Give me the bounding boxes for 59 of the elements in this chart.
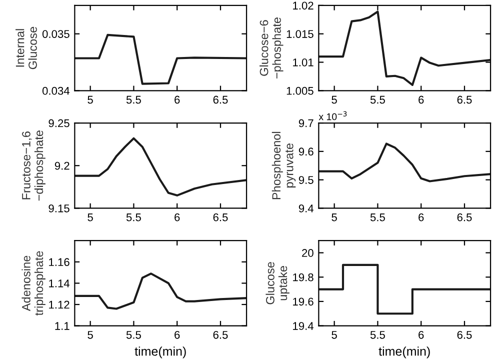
y-tick-label: 19.4 [293, 322, 314, 330]
x-tick-label: 5 [332, 213, 337, 222]
x-tick-label: 5.5 [126, 331, 141, 339]
x-tick-label: 5 [88, 213, 93, 222]
x-tick-label: 6.5 [457, 96, 472, 104]
y-tick-label: 19.6 [293, 298, 314, 306]
x-tick-label: 6 [418, 330, 424, 339]
y-tick-label: 1.12 [49, 300, 70, 309]
y-tick-label: 9.6 [298, 148, 314, 156]
y-tick-label: 1.1 [55, 322, 70, 330]
y-axis-title: Adenosine triphosphate [22, 251, 46, 316]
y-tick-label: 1.01 [293, 58, 314, 66]
x-tick-label: 6 [418, 96, 424, 104]
text: x 10$^{−3}$ [318, 111, 347, 120]
line-series [74, 137, 247, 196]
y-tick-label: 9.5 [298, 176, 314, 184]
x-tick-label: 6.5 [213, 96, 228, 104]
y-tick-label: 19.8 [293, 273, 314, 282]
y-tick-label: 1.005 [286, 86, 314, 95]
x-tick-label: 5.5 [126, 213, 141, 222]
x-tick-label: 6 [174, 213, 180, 222]
x-tick-label: 5 [332, 96, 337, 104]
y-axis-title: Fructose−1,6 −diphosphate [22, 130, 46, 201]
x-tick-label: 6.5 [457, 213, 472, 222]
x-tick-label: 5.5 [370, 331, 385, 339]
y-tick-label: 1.14 [49, 280, 70, 288]
y-tick-label: 9.15 [48, 204, 70, 212]
x-tick-label: 5.5 [126, 96, 141, 104]
y-tick-label: 20 [302, 249, 314, 257]
x-axis-title: time(min) [378, 346, 430, 358]
x-axis-title: time(min) [134, 346, 186, 358]
line-series [318, 142, 491, 182]
line-series [318, 10, 491, 86]
x-tick-label: 5 [88, 331, 93, 339]
x-tick-label: 6 [174, 96, 180, 104]
line-series [74, 34, 247, 85]
y-tick-label: 9.25 [48, 119, 70, 128]
x-tick-label: 5.5 [370, 96, 385, 104]
x-tick-label: 6 [418, 213, 424, 222]
y-tick-label: 1.02 [293, 2, 314, 10]
line-series [74, 272, 247, 310]
y-axis-title: Phosphoenol pyruvate [272, 132, 296, 200]
y-tick-label: 9.2 [54, 162, 70, 170]
y-tick-label: 0.035 [42, 30, 70, 38]
x-tick-label: 6.5 [213, 330, 228, 339]
x-tick-label: 5.5 [370, 213, 385, 222]
x-tick-label: 5 [332, 331, 337, 339]
y-axis-title: Internal Glucose [16, 26, 37, 70]
y-tick-label: 9.4 [298, 204, 314, 212]
y-tick-label: 9.7 [298, 119, 314, 128]
x-tick-label: 6.5 [457, 330, 472, 339]
y-tick-label: 1.015 [286, 30, 314, 38]
y-tick-label: 0.034 [42, 86, 70, 95]
y-axis-title: Glucose−6 −phosphate [260, 18, 284, 78]
y-tick-label: 1.16 [49, 258, 70, 266]
y-axis-title: Glucose uptake [266, 262, 290, 304]
x-tick-label: 6.5 [213, 213, 228, 222]
x-tick-label: 5 [88, 96, 93, 104]
x-tick-label: 6 [174, 330, 180, 339]
